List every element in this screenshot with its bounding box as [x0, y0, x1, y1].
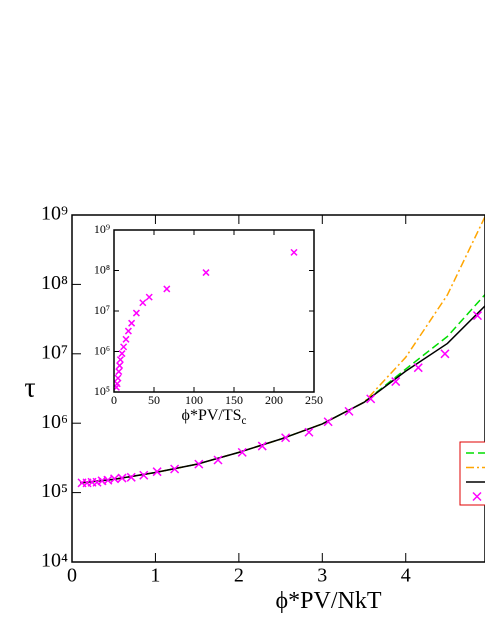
y-tick-label: 10⁶ [94, 343, 110, 357]
x-tick-label: 50 [148, 393, 160, 407]
x-axis-label-sub: c [242, 415, 247, 427]
x-axis-label-text: ϕ*PV/NkT [276, 588, 382, 614]
data-point [116, 362, 124, 370]
x-tick-label: 3 [317, 565, 327, 587]
x-tick-label: 0 [67, 565, 77, 587]
plot-layer [114, 248, 298, 391]
x-tick-label: 150 [225, 393, 243, 407]
x-tick-label: 4 [401, 565, 411, 587]
y-tick-label: 10⁸ [94, 262, 110, 276]
data-point [114, 380, 121, 388]
y-tick-label: 10⁸ [41, 272, 68, 294]
data-point [344, 406, 354, 416]
data-point [126, 472, 136, 482]
data-point [139, 299, 147, 307]
data-point [440, 349, 450, 359]
data-point [290, 248, 298, 256]
x-tick-label: 250 [305, 393, 323, 407]
data-point [237, 447, 247, 457]
y-tick-label: 10⁷ [94, 303, 110, 317]
x-tick-label: 0 [111, 393, 117, 407]
data-point [116, 356, 124, 364]
data-point [304, 427, 314, 437]
data-point [170, 464, 180, 474]
data-point [139, 470, 149, 480]
data-point [103, 475, 113, 485]
x-tick-label: 1 [150, 565, 160, 587]
x-tick-label: 100 [185, 393, 203, 407]
x-tick-label: 200 [265, 393, 283, 407]
data-point [366, 394, 376, 404]
data-point [152, 467, 162, 477]
y-tick-label: 10⁶ [41, 411, 68, 433]
x-axis-label: ϕ*PV/TSc [182, 407, 247, 427]
plot-frame [113, 229, 315, 393]
data-point [213, 455, 223, 465]
legend-box [459, 441, 485, 506]
data-point [132, 309, 140, 317]
data-point [92, 477, 102, 487]
data-point [115, 368, 123, 376]
data-point [122, 335, 130, 343]
y-tick-label: 10⁹ [94, 222, 110, 236]
data-point [323, 417, 333, 427]
data-point [110, 474, 120, 484]
data-point [145, 293, 153, 301]
x-tick-label: 2 [234, 565, 244, 587]
plot-layer [77, 215, 485, 488]
data-point [118, 350, 126, 358]
data-point [128, 319, 136, 327]
plot-frame [71, 214, 485, 563]
y-tick-label: 10⁹ [41, 203, 68, 225]
y-tick-label: 10⁷ [41, 341, 68, 363]
data-point [120, 343, 128, 351]
data-point [391, 377, 401, 387]
data-point [202, 269, 210, 277]
y-tick-label: 10⁵ [41, 480, 68, 502]
x-axis-label: ϕ*PV/NkT [276, 588, 382, 614]
data-point [117, 473, 127, 483]
data-point [114, 374, 122, 382]
data-point [281, 433, 291, 443]
y-axis-label: τ [24, 372, 35, 403]
y-tick-label: 10⁴ [41, 550, 68, 572]
data-point [472, 311, 483, 321]
data-point [124, 327, 132, 335]
data-point [194, 459, 204, 469]
data-point [163, 285, 171, 293]
legend-swatch [472, 491, 482, 502]
data-point [413, 363, 423, 373]
y-tick-label: 10⁵ [94, 384, 110, 398]
x-axis-label-text: ϕ*PV/TS [182, 407, 242, 424]
plot-area [114, 230, 314, 392]
data-point [257, 441, 267, 451]
data-line [80, 304, 485, 484]
